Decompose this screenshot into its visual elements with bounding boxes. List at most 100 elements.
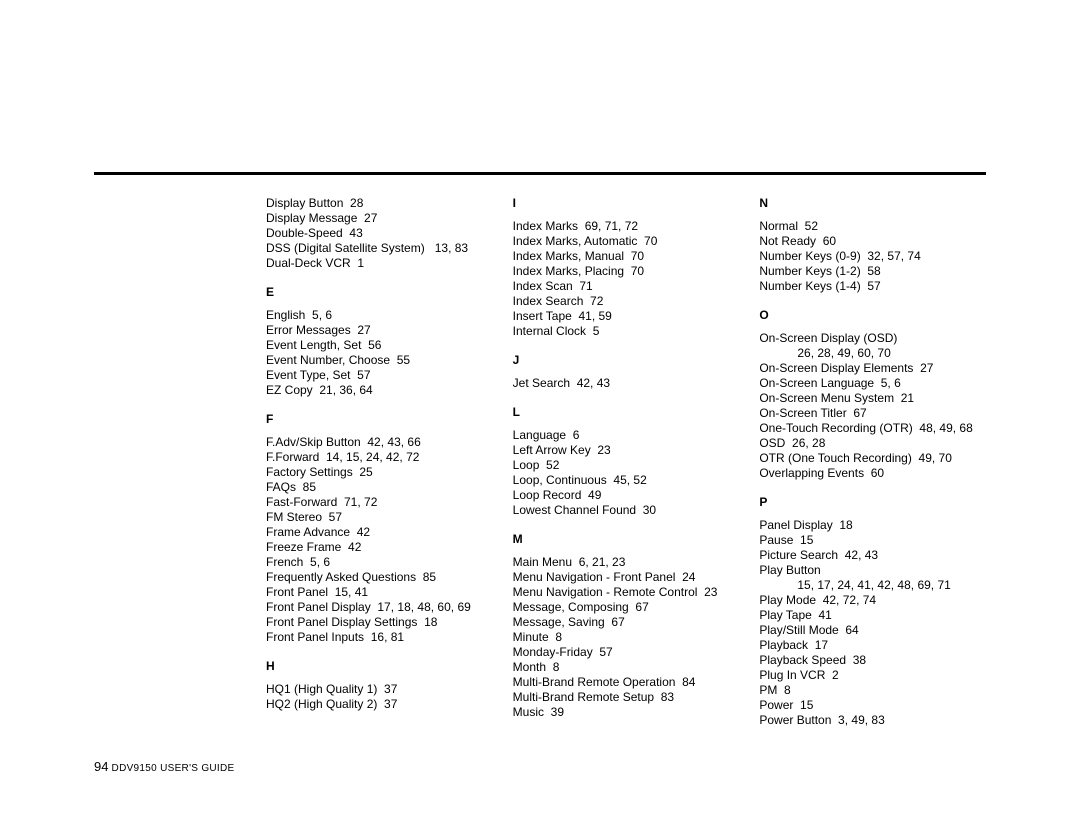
index-entry: Jet Search 42, 43 (513, 376, 740, 391)
index-entry: Freeze Frame 42 (266, 540, 493, 555)
index-entry: Play Mode 42, 72, 74 (759, 593, 986, 608)
index-entry: Dual-Deck VCR 1 (266, 256, 493, 271)
index-entry: On-Screen Titler 67 (759, 406, 986, 421)
index-entry: Minute 8 (513, 630, 740, 645)
index-entry: Play Tape 41 (759, 608, 986, 623)
index-letter-heading: L (513, 405, 740, 420)
index-entry: DSS (Digital Satellite System) 13, 83 (266, 241, 493, 256)
index-entry: FAQs 85 (266, 480, 493, 495)
index-entry: Front Panel Display 17, 18, 48, 60, 69 (266, 600, 493, 615)
index-entry: One-Touch Recording (OTR) 48, 49, 68 (759, 421, 986, 436)
index-entry: Error Messages 27 (266, 323, 493, 338)
index-entry: Language 6 (513, 428, 740, 443)
index-entry: Normal 52 (759, 219, 986, 234)
index-letter-heading: J (513, 353, 740, 368)
index-entry: Menu Navigation - Front Panel 24 (513, 570, 740, 585)
index-entry: On-Screen Display (OSD)26, 28, 49, 60, 7… (759, 331, 986, 361)
index-entry: Frame Advance 42 (266, 525, 493, 540)
index-entry: On-Screen Language 5, 6 (759, 376, 986, 391)
index-entry: F.Forward 14, 15, 24, 42, 72 (266, 450, 493, 465)
index-entry: Lowest Channel Found 30 (513, 503, 740, 518)
index-entry: Multi-Brand Remote Setup 83 (513, 690, 740, 705)
index-entry: French 5, 6 (266, 555, 493, 570)
index-entry: Loop 52 (513, 458, 740, 473)
index-entry: Index Marks 69, 71, 72 (513, 219, 740, 234)
index-entry: On-Screen Menu System 21 (759, 391, 986, 406)
index-entry-continuation: 15, 17, 24, 41, 42, 48, 69, 71 (759, 578, 986, 593)
index-letter-heading: P (759, 495, 986, 510)
index-entry: Internal Clock 5 (513, 324, 740, 339)
index-entry: OTR (One Touch Recording) 49, 70 (759, 451, 986, 466)
index-letter-heading: F (266, 412, 493, 427)
guide-label: DDV9150 USER'S GUIDE (108, 763, 234, 774)
page-number: 94 (94, 759, 108, 774)
index-entry: Display Message 27 (266, 211, 493, 226)
index-entry: Number Keys (1-2) 58 (759, 264, 986, 279)
index-entry: Playback 17 (759, 638, 986, 653)
index-page: Display Button 28Display Message 27Doubl… (0, 0, 1080, 834)
index-entry: Insert Tape 41, 59 (513, 309, 740, 324)
index-entry: Menu Navigation - Remote Control 23 (513, 585, 740, 600)
index-entry: PM 8 (759, 683, 986, 698)
index-entry: HQ2 (High Quality 2) 37 (266, 697, 493, 712)
index-entry: Multi-Brand Remote Operation 84 (513, 675, 740, 690)
index-column: N Normal 52Not Ready 60Number Keys (0-9) … (759, 196, 986, 728)
index-entry: Index Marks, Automatic 70 (513, 234, 740, 249)
index-column: I Index Marks 69, 71, 72Index Marks, Auto… (513, 196, 740, 728)
index-entry: HQ1 (High Quality 1) 37 (266, 682, 493, 697)
index-entry: Picture Search 42, 43 (759, 548, 986, 563)
index-entry: Not Ready 60 (759, 234, 986, 249)
index-entry: Front Panel Inputs 16, 81 (266, 630, 493, 645)
index-letter-heading: O (759, 308, 986, 323)
index-entry: Event Number, Choose 55 (266, 353, 493, 368)
index-entry: Front Panel 15, 41 (266, 585, 493, 600)
index-entry: Factory Settings 25 (266, 465, 493, 480)
index-entry: Index Scan 71 (513, 279, 740, 294)
index-entry: Panel Display 18 (759, 518, 986, 533)
index-entry: Loop Record 49 (513, 488, 740, 503)
index-letter-heading: M (513, 532, 740, 547)
index-letter-heading: N (759, 196, 986, 211)
index-entry: Front Panel Display Settings 18 (266, 615, 493, 630)
index-entry: Month 8 (513, 660, 740, 675)
index-entry: Frequently Asked Questions 85 (266, 570, 493, 585)
index-entry: Event Length, Set 56 (266, 338, 493, 353)
index-entry: Monday-Friday 57 (513, 645, 740, 660)
index-entry: Pause 15 (759, 533, 986, 548)
index-entry: Plug In VCR 2 (759, 668, 986, 683)
index-entry: Display Button 28 (266, 196, 493, 211)
index-entry: Fast-Forward 71, 72 (266, 495, 493, 510)
index-entry: Number Keys (0-9) 32, 57, 74 (759, 249, 986, 264)
index-entry: Loop, Continuous 45, 52 (513, 473, 740, 488)
index-entry: F.Adv/Skip Button 42, 43, 66 (266, 435, 493, 450)
index-entry: Left Arrow Key 23 (513, 443, 740, 458)
index-letter-heading: I (513, 196, 740, 211)
index-entry: Index Marks, Placing 70 (513, 264, 740, 279)
index-entry: Event Type, Set 57 (266, 368, 493, 383)
page-footer: 94 DDV9150 USER'S GUIDE (94, 759, 235, 774)
index-entry: English 5, 6 (266, 308, 493, 323)
index-letter-heading: E (266, 285, 493, 300)
index-entry-continuation: 26, 28, 49, 60, 70 (759, 346, 986, 361)
index-entry: Playback Speed 38 (759, 653, 986, 668)
index-entry: Index Search 72 (513, 294, 740, 309)
index-entry: Index Marks, Manual 70 (513, 249, 740, 264)
index-entry: Power 15 (759, 698, 986, 713)
index-column: Display Button 28Display Message 27Doubl… (266, 196, 493, 728)
index-entry: Overlapping Events 60 (759, 466, 986, 481)
index-entry: Message, Saving 67 (513, 615, 740, 630)
index-entry: Play Button15, 17, 24, 41, 42, 48, 69, 7… (759, 563, 986, 593)
index-columns: Display Button 28Display Message 27Doubl… (266, 196, 986, 728)
index-entry: Power Button 3, 49, 83 (759, 713, 986, 728)
index-entry: On-Screen Display Elements 27 (759, 361, 986, 376)
index-entry: Double-Speed 43 (266, 226, 493, 241)
index-entry: Message, Composing 67 (513, 600, 740, 615)
index-letter-heading: H (266, 659, 493, 674)
index-entry: Main Menu 6, 21, 23 (513, 555, 740, 570)
index-entry: Number Keys (1-4) 57 (759, 279, 986, 294)
index-entry: EZ Copy 21, 36, 64 (266, 383, 493, 398)
index-entry: OSD 26, 28 (759, 436, 986, 451)
horizontal-rule (94, 172, 986, 175)
index-entry: Music 39 (513, 705, 740, 720)
index-entry: FM Stereo 57 (266, 510, 493, 525)
